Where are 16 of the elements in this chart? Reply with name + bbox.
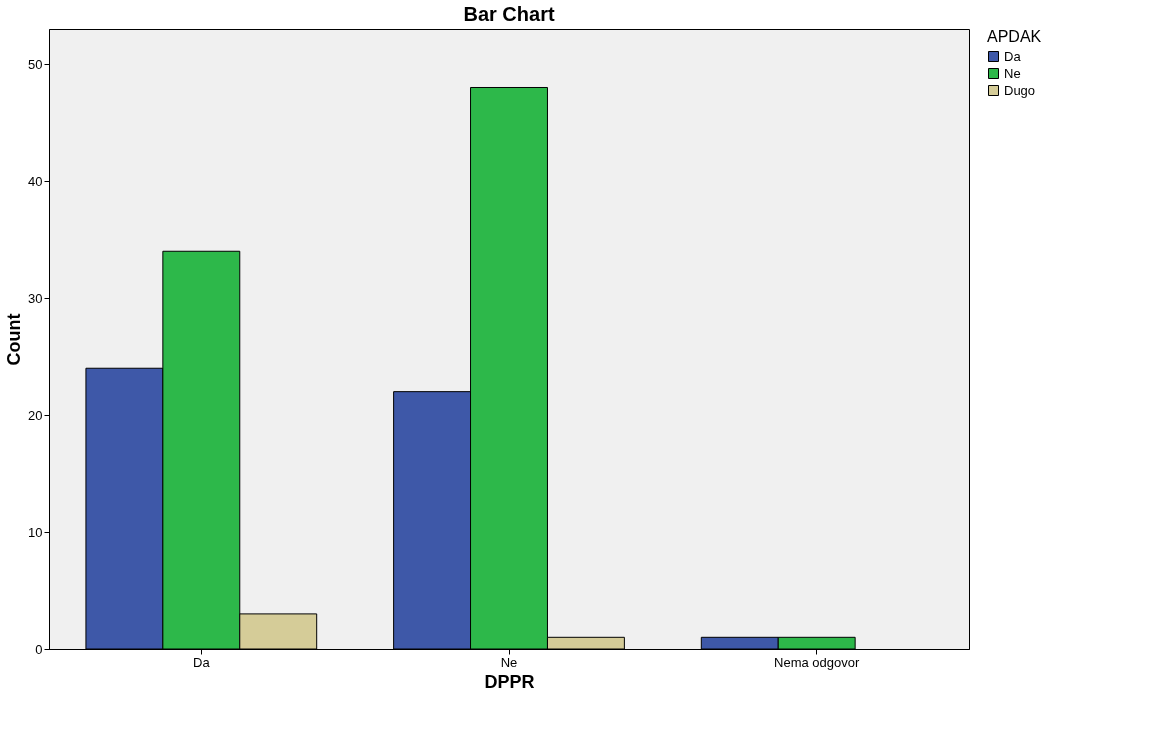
- legend-title: APDAK: [987, 28, 1042, 45]
- legend-label: Dugo: [1004, 82, 1036, 98]
- y-tick-label: 40: [28, 173, 43, 189]
- chart-title: Bar Chart: [463, 3, 555, 25]
- y-tick-label: 20: [28, 407, 43, 423]
- y-tick-label: 0: [35, 641, 43, 657]
- y-tick-label: 50: [28, 56, 43, 72]
- y-tick-label: 30: [28, 290, 43, 306]
- x-tick-label: Da: [193, 654, 211, 670]
- x-tick-label: Nema odgovor: [774, 654, 860, 670]
- x-tick-label: Ne: [500, 654, 518, 670]
- y-tick-label: 10: [28, 524, 43, 540]
- legend-label: Ne: [1004, 65, 1021, 81]
- legend-label: Da: [1004, 48, 1022, 64]
- y-axis-title: Count: [4, 313, 25, 366]
- x-axis-title: DPPR: [484, 671, 535, 692]
